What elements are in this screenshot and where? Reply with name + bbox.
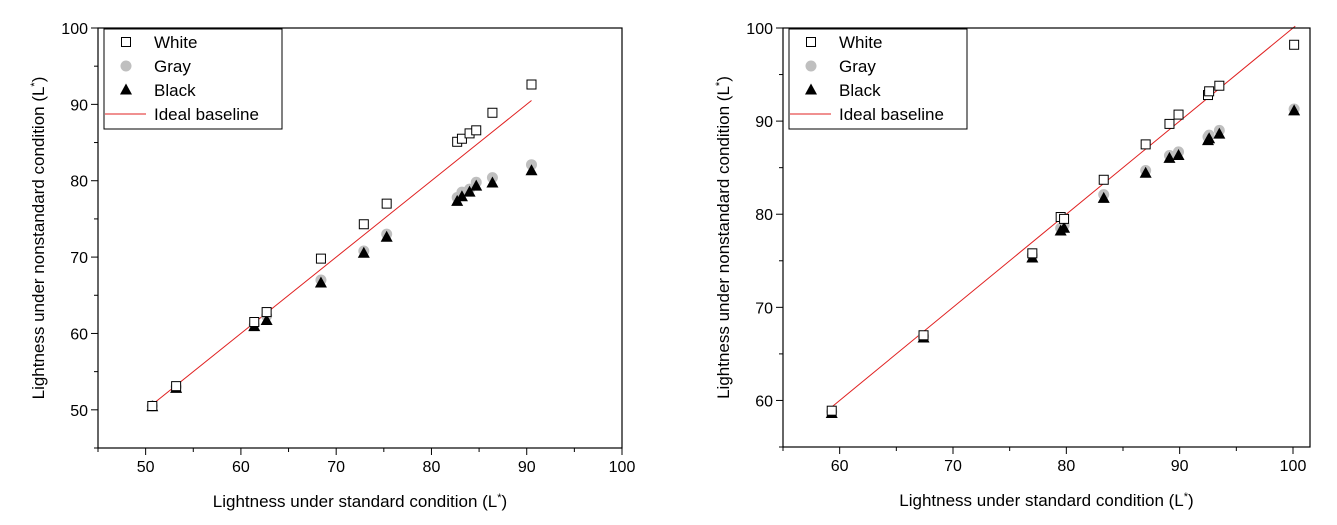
y-tick-label: 100 — [61, 21, 88, 38]
right-y-axis-title: Lightness under nonstandard condition (L… — [714, 76, 733, 399]
y-tick-label: 70 — [755, 300, 773, 317]
right-black-point — [1058, 221, 1071, 233]
x-tick-label: 100 — [1280, 458, 1307, 475]
left-legend-white-marker — [121, 37, 131, 47]
left-black-point — [463, 185, 476, 197]
right-white-point — [1059, 213, 1070, 224]
left-black-point — [455, 190, 468, 202]
x-tick-label: 70 — [944, 458, 962, 475]
right-legend-box — [788, 28, 968, 130]
right-white-point — [826, 405, 837, 416]
right-black-point — [1203, 132, 1216, 144]
left-white-point — [147, 401, 158, 411]
left-legend-black-marker — [120, 83, 132, 95]
x-tick-label: 60 — [831, 458, 849, 475]
y-tick-label: 100 — [746, 21, 773, 38]
x-tick-label: 50 — [137, 459, 155, 476]
right-black-point — [1288, 104, 1301, 116]
left-ideal-baseline-line — [151, 100, 532, 405]
left-black-point — [357, 246, 370, 258]
left-white-point — [315, 253, 326, 264]
left-data-points — [146, 79, 538, 412]
x-tick-label: 80 — [423, 459, 441, 476]
left-white-point — [487, 107, 498, 118]
right-black-point — [1139, 166, 1152, 178]
x-tick-label: 90 — [518, 459, 536, 476]
left-black-point — [260, 313, 273, 325]
right-black-point — [1213, 127, 1226, 139]
y-tick-label: 60 — [755, 393, 773, 410]
left-ticks-group: 50 60 70 80 90 100 50 60 70 80 90 100 — [61, 21, 635, 476]
right-legend-label-gray: Gray — [839, 57, 876, 76]
right-white-point — [1098, 174, 1109, 185]
left-legend-label-white: White — [154, 33, 197, 52]
x-tick-label: 80 — [1057, 458, 1075, 475]
left-white-point — [249, 317, 260, 327]
right-black-point — [1097, 191, 1110, 203]
right-black-point — [1172, 149, 1185, 161]
y-tick-label: 90 — [70, 97, 88, 114]
y-tick-label: 50 — [70, 403, 88, 420]
left-legend-label-gray: Gray — [154, 57, 191, 76]
right-legend-gray-marker — [805, 60, 817, 72]
right-black-point — [1163, 151, 1176, 163]
left-y-axis-title: Lightness under nonstandard condition (L… — [29, 77, 48, 400]
left-legend-gray-marker — [120, 60, 132, 72]
left-white-point — [358, 219, 369, 230]
right-x-axis-title: Lightness under standard condition (L*) — [899, 491, 1193, 510]
right-white-point — [918, 330, 929, 341]
right-white-point — [1164, 118, 1175, 129]
right-legend: White Gray Black Ideal baseline — [788, 28, 968, 130]
y-tick-label: 90 — [755, 114, 773, 131]
left-scatter-panel: 50 60 70 80 90 100 50 60 70 80 90 100 Lightness und… — [29, 21, 635, 511]
right-legend-black-marker — [805, 83, 817, 95]
left-x-axis-title: Lightness under standard condition (L*) — [213, 492, 507, 511]
x-tick-label: 90 — [1171, 458, 1189, 475]
right-legend-white-marker — [806, 37, 816, 47]
y-tick-label: 60 — [70, 326, 88, 343]
right-white-point — [1027, 248, 1038, 259]
left-white-point — [381, 198, 392, 209]
right-white-point — [1289, 39, 1300, 50]
right-white-point — [1173, 109, 1184, 120]
right-legend-label-baseline: Ideal baseline — [839, 105, 944, 124]
right-legend-label-black: Black — [839, 81, 881, 100]
x-tick-label: 100 — [609, 459, 636, 476]
right-data-points — [825, 39, 1301, 418]
right-ticks-group: 60 70 80 90 100 60 70 80 90 100 — [746, 21, 1306, 475]
left-black-point — [380, 230, 393, 242]
y-tick-label: 80 — [70, 174, 88, 191]
right-white-point — [1214, 80, 1225, 91]
y-tick-label: 80 — [755, 207, 773, 224]
left-plot-frame — [97, 27, 623, 449]
left-black-point — [486, 176, 499, 188]
left-legend-label-black: Black — [154, 81, 196, 100]
right-legend-label-white: White — [839, 33, 882, 52]
left-black-point — [314, 276, 327, 288]
left-legend-label-baseline: Ideal baseline — [154, 105, 259, 124]
left-white-point — [526, 79, 537, 90]
left-legend-box — [103, 28, 283, 130]
right-plot-frame — [782, 27, 1311, 448]
left-white-point — [456, 133, 467, 144]
right-white-point — [1204, 86, 1215, 97]
x-tick-label: 60 — [232, 459, 250, 476]
right-scatter-panel: 60 70 80 90 100 60 70 80 90 100 Lightness under s… — [714, 21, 1311, 510]
right-white-point — [1140, 139, 1151, 150]
left-white-point — [171, 381, 182, 392]
y-tick-label: 70 — [70, 250, 88, 267]
left-white-point — [261, 307, 272, 318]
left-black-point — [525, 164, 538, 176]
left-white-point — [471, 125, 482, 136]
x-tick-label: 70 — [327, 459, 345, 476]
left-black-point — [470, 179, 483, 191]
left-legend: White Gray Black Ideal baseline — [103, 28, 283, 130]
